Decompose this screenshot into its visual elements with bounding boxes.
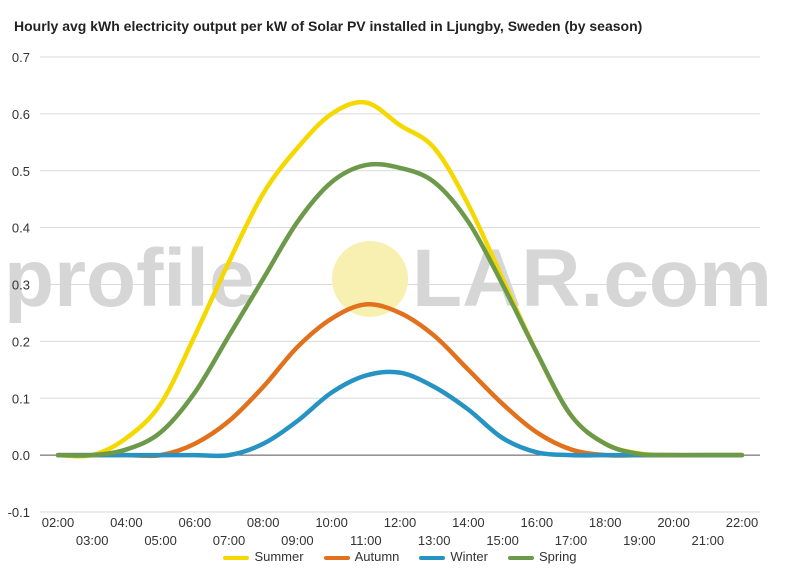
x-tick-label: 18:00 xyxy=(589,515,622,530)
watermark: profile LAR.com xyxy=(4,233,772,324)
x-tick-label: 12:00 xyxy=(384,515,417,530)
legend-swatch xyxy=(507,555,534,560)
y-tick-label: 0.3 xyxy=(12,278,30,293)
legend-label: Winter xyxy=(450,549,488,565)
series-line-spring xyxy=(55,161,745,458)
legend-label: Autumn xyxy=(354,549,400,565)
x-tick-label: 05:00 xyxy=(144,533,177,548)
x-tick-label: 19:00 xyxy=(623,533,656,548)
legend-label: Spring xyxy=(538,549,577,565)
legend-swatch xyxy=(419,555,446,560)
legend-swatch xyxy=(323,555,350,560)
x-tick-label: 20:00 xyxy=(657,515,690,530)
x-tick-label: 16:00 xyxy=(521,515,554,530)
series-lines xyxy=(55,99,745,459)
x-tick-label: 15:00 xyxy=(486,533,519,548)
y-tick-label: 0.1 xyxy=(12,391,30,406)
x-tick-label: 21:00 xyxy=(692,533,725,548)
x-tick-label: 09:00 xyxy=(281,533,314,548)
y-tick-label: 0.2 xyxy=(12,334,30,349)
y-tick-label: 0.7 xyxy=(12,50,30,65)
y-tick-label: 0.0 xyxy=(12,448,30,463)
y-tick-label: 0.5 xyxy=(12,164,30,179)
x-tick-label: 07:00 xyxy=(213,533,246,548)
x-tick-label: 04:00 xyxy=(110,515,143,530)
x-tick-label: 14:00 xyxy=(452,515,485,530)
x-tick-label: 17:00 xyxy=(555,533,588,548)
y-tick-label: 0.6 xyxy=(12,107,30,122)
legend-item-winter: Winter xyxy=(419,549,488,564)
legend-item-spring: Spring xyxy=(507,549,577,565)
y-tick-label: -0.1 xyxy=(8,505,30,520)
y-axis-ticks: 0.7 0.6 0.5 0.4 0.3 0.2 0.1 0.0 -0.1 xyxy=(8,50,30,520)
legend-item-summer: Summer xyxy=(223,549,304,565)
x-tick-label: 11:00 xyxy=(350,533,382,548)
x-axis-ticks: 02:00 04:00 06:00 08:00 10:00 12:00 14:00 16:00… xyxy=(42,515,759,548)
chart-title: Hourly avg kWh electricity output per kW… xyxy=(14,18,643,34)
legend-item-autumn: Autumn xyxy=(323,549,400,565)
legend: Summer Autumn Winter Spring xyxy=(0,548,800,564)
y-tick-label: 0.4 xyxy=(12,221,30,236)
legend-label: Summer xyxy=(254,549,304,565)
x-tick-label: 03:00 xyxy=(76,533,109,548)
watermark-text-right: LAR.com xyxy=(412,233,772,324)
x-tick-label: 02:00 xyxy=(42,515,75,530)
x-tick-label: 10:00 xyxy=(315,515,348,530)
x-tick-label: 06:00 xyxy=(179,515,212,530)
x-tick-label: 13:00 xyxy=(418,533,451,548)
watermark-text-left: profile xyxy=(4,233,255,324)
legend-swatch xyxy=(223,555,250,560)
series-line-winter xyxy=(55,369,745,459)
x-tick-label: 22:00 xyxy=(726,515,759,530)
x-tick-label: 08:00 xyxy=(247,515,280,530)
watermark-sun xyxy=(332,241,408,317)
